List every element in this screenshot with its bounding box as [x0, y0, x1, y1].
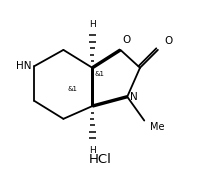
Text: O: O: [165, 36, 173, 46]
Text: O: O: [122, 35, 130, 45]
Polygon shape: [92, 95, 128, 108]
Text: H: H: [89, 20, 96, 29]
Text: &1: &1: [94, 71, 104, 77]
Text: HCl: HCl: [89, 153, 111, 166]
Polygon shape: [91, 68, 94, 106]
Text: &1: &1: [68, 86, 78, 92]
Polygon shape: [91, 48, 121, 69]
Text: N: N: [130, 92, 138, 102]
Text: Me: Me: [150, 121, 165, 131]
Text: H: H: [89, 146, 96, 155]
Text: HN: HN: [16, 61, 31, 71]
